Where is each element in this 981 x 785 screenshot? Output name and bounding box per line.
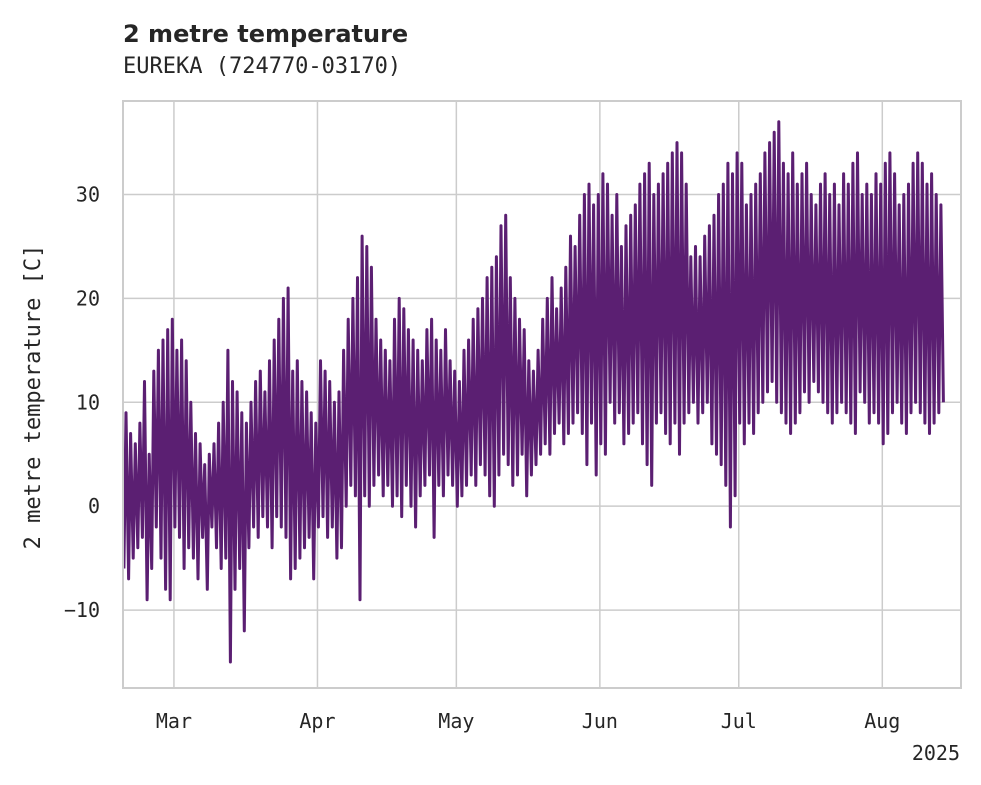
y-tick-label: −10 [64, 598, 100, 622]
x-tick-label: May [438, 709, 474, 733]
x-tick-label: Jun [582, 709, 618, 733]
y-tick-label: 0 [88, 494, 100, 518]
x-axis-offset-label: 2025 [912, 741, 960, 765]
y-tick-label: 20 [76, 286, 100, 310]
y-axis-label: 2 metre temperature [C] [21, 245, 46, 550]
series-group [122, 120, 945, 664]
y-axis-ticks: −10 0 10 20 30 [64, 183, 100, 623]
plot-frame [122, 100, 962, 689]
x-tick-label: Apr [299, 709, 335, 733]
chart-subtitle: EUREKA (724770-03170) [123, 54, 401, 79]
y-tick-label: 30 [76, 183, 100, 207]
y-tick-label: 10 [76, 390, 100, 414]
chart-title: 2 metre temperature [123, 20, 408, 48]
x-tick-label: Jul [721, 709, 757, 733]
x-tick-label: Mar [156, 709, 192, 733]
x-axis-ticks: Mar Apr May Jun Jul Aug [156, 709, 900, 733]
temperature-series-line [122, 120, 945, 664]
x-tick-label: Aug [864, 709, 900, 733]
